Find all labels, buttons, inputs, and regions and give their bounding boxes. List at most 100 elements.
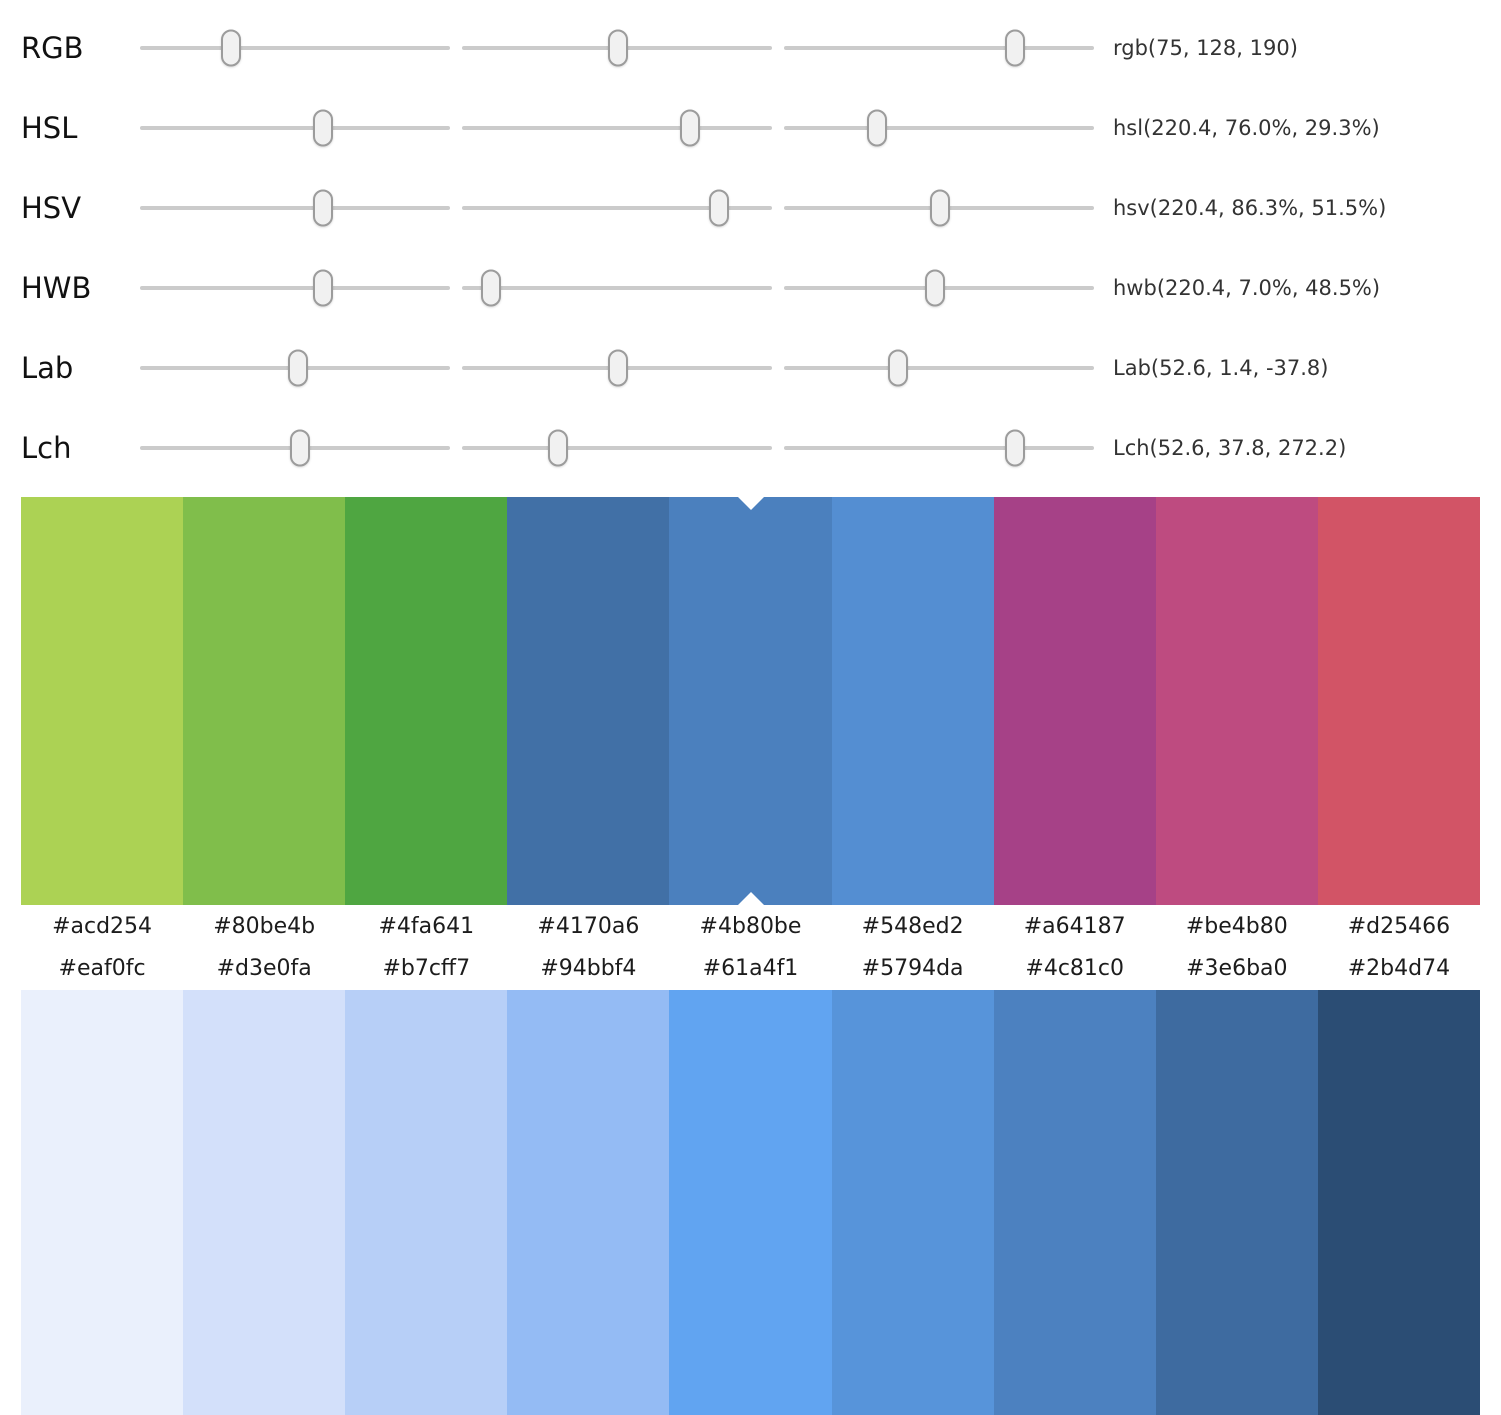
hex-label: #d3e0fa [216,956,312,981]
palette-swatch[interactable] [1155,990,1318,1415]
slider-track[interactable] [140,46,450,50]
slider-lab-channel-3[interactable] [784,328,1094,408]
slider-thumb[interactable] [607,349,628,387]
color-value-readout: hsl(220.4, 76.0%, 29.3%) [1113,116,1380,140]
slider-rgb-channel-1[interactable] [140,8,450,88]
slider-hsl-channel-2[interactable] [462,88,772,168]
slider-thumb[interactable] [312,109,333,147]
slider-group-lab [140,328,1094,408]
palette-swatch[interactable] [507,990,670,1415]
palette-swatch[interactable] [183,990,346,1415]
slider-thumb[interactable] [312,189,333,227]
palette-swatch[interactable] [21,497,184,905]
palette-swatch[interactable] [669,497,832,905]
slider-track[interactable] [140,286,450,290]
palette-swatch[interactable] [831,497,994,905]
slider-track[interactable] [784,46,1094,50]
palette-swatch[interactable] [1317,497,1480,905]
slider-panel: RGB rgb(75, 128, 190) HSL hsl(220.4, 76.0%,… [0,0,1501,497]
slider-track[interactable] [462,286,772,290]
channel-row-label: HSL [21,111,78,145]
slider-group-rgb [140,8,1094,88]
slider-thumb[interactable] [924,269,945,307]
palette-swatch[interactable] [507,497,670,905]
slider-lch-channel-1[interactable] [140,408,450,488]
palette-swatch[interactable] [831,990,994,1415]
slider-thumb[interactable] [312,269,333,307]
hex-label: #d25466 [1347,913,1451,939]
slider-hsl-channel-3[interactable] [784,88,1094,168]
hex-label: #4fa641 [378,913,475,939]
channel-row-label: RGB [21,31,84,65]
slider-row-rgb: RGB rgb(75, 128, 190) [0,8,1501,88]
slider-track[interactable] [140,206,450,210]
slider-group-hsv [140,168,1094,248]
slider-hwb-channel-1[interactable] [140,248,450,328]
slider-track[interactable] [462,446,772,450]
color-value-readout: hsv(220.4, 86.3%, 51.5%) [1113,196,1387,220]
palette-swatch[interactable] [1155,497,1318,905]
hex-labels-top: #acd254 #80be4b #4fa641 #4170a6 #4b80be #548e… [21,905,1480,947]
palette-swatch[interactable] [183,497,346,905]
slider-thumb[interactable] [679,109,700,147]
palette-swatch[interactable] [669,990,832,1415]
slider-track[interactable] [784,126,1094,130]
hex-labels-bottom: #eaf0fc #d3e0fa #b7cff7 #94bbf4 #61a4f1 #5794… [21,947,1480,990]
channel-row-label: Lab [21,351,74,385]
channel-row-label: HSV [21,191,82,225]
slider-track[interactable] [462,206,772,210]
slider-thumb[interactable] [481,269,502,307]
slider-thumb[interactable] [929,189,950,227]
channel-row-label: Lch [21,431,72,465]
slider-track[interactable] [784,366,1094,370]
slider-track[interactable] [784,446,1094,450]
slider-rgb-channel-3[interactable] [784,8,1094,88]
slider-thumb[interactable] [708,189,729,227]
slider-track[interactable] [462,126,772,130]
slider-thumb[interactable] [289,429,310,467]
palette-swatch[interactable] [993,497,1156,905]
hex-label: #eaf0fc [58,956,146,981]
hex-label: #4170a6 [537,913,640,939]
palette-swatch[interactable] [993,990,1156,1415]
slider-lch-channel-3[interactable] [784,408,1094,488]
slider-thumb[interactable] [888,349,909,387]
hex-label: #a64187 [1023,913,1126,939]
slider-row-hsv: HSV hsv(220.4, 86.3%, 51.5%) [0,168,1501,248]
color-value-readout: rgb(75, 128, 190) [1113,36,1298,60]
hex-label: #be4b80 [1185,913,1288,939]
palette-swatch[interactable] [345,990,508,1415]
slider-hsl-channel-1[interactable] [140,88,450,168]
palette-bottom [21,990,1480,1415]
palette-swatch[interactable] [345,497,508,905]
slider-thumb[interactable] [607,29,628,67]
slider-hwb-channel-2[interactable] [462,248,772,328]
slider-track[interactable] [140,126,450,130]
slider-thumb[interactable] [548,429,569,467]
slider-thumb[interactable] [867,109,887,147]
channel-row-label: HWB [21,271,92,305]
slider-hsv-channel-1[interactable] [140,168,450,248]
slider-row-hsl: HSL hsl(220.4, 76.0%, 29.3%) [0,88,1501,168]
slider-row-lab: Lab Lab(52.6, 1.4, -37.8) [0,328,1501,408]
slider-lch-channel-2[interactable] [462,408,772,488]
slider-lab-channel-2[interactable] [462,328,772,408]
palette-top [21,497,1480,905]
palette-swatch[interactable] [1317,990,1480,1415]
hex-label: #80be4b [213,913,316,939]
slider-hsv-channel-2[interactable] [462,168,772,248]
slider-thumb[interactable] [288,349,309,387]
slider-group-lch [140,408,1094,488]
slider-hsv-channel-3[interactable] [784,168,1094,248]
slider-thumb[interactable] [1004,429,1025,467]
color-value-readout: hwb(220.4, 7.0%, 48.5%) [1113,276,1381,300]
slider-rgb-channel-2[interactable] [462,8,772,88]
slider-thumb[interactable] [221,29,242,67]
color-value-readout: Lab(52.6, 1.4, -37.8) [1113,356,1329,380]
slider-lab-channel-1[interactable] [140,328,450,408]
palette-swatch[interactable] [21,990,184,1415]
slider-hwb-channel-3[interactable] [784,248,1094,328]
hex-label: #b7cff7 [382,956,471,981]
slider-thumb[interactable] [1004,29,1025,67]
